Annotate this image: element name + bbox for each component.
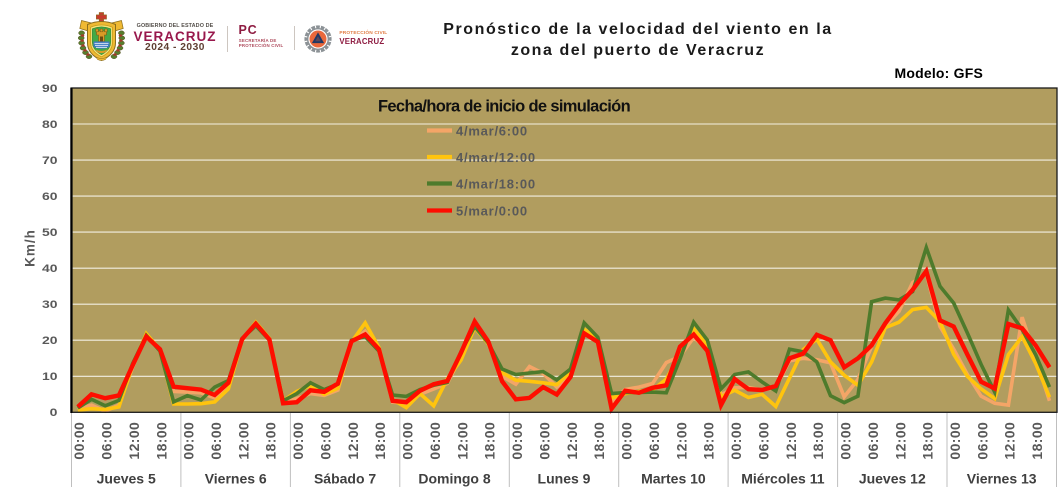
svg-text:00:00: 00:00 [509,422,525,460]
svg-text:18:00: 18:00 [920,422,936,460]
svg-text:4/mar/12:00: 4/mar/12:00 [456,150,536,165]
svg-text:12:00: 12:00 [783,422,799,460]
svg-text:06:00: 06:00 [427,422,443,460]
svg-text:06:00: 06:00 [755,422,771,460]
svg-text:60: 60 [42,191,58,203]
svg-text:12:00: 12:00 [345,422,361,460]
svg-text:18:00: 18:00 [372,422,388,460]
svg-text:12:00: 12:00 [673,422,689,460]
svg-text:Martes 10: Martes 10 [641,471,706,487]
svg-text:90: 90 [42,83,58,95]
svg-text:Km/h: Km/h [22,229,37,267]
svg-text:06:00: 06:00 [865,422,881,460]
svg-text:Viernes 13: Viernes 13 [967,471,1037,487]
svg-text:06:00: 06:00 [974,422,990,460]
svg-text:4/mar/6:00: 4/mar/6:00 [456,123,528,138]
svg-text:00:00: 00:00 [400,422,416,460]
svg-text:06:00: 06:00 [208,422,224,460]
svg-text:00:00: 00:00 [838,422,854,460]
svg-text:Sábado 7: Sábado 7 [314,471,376,487]
svg-text:70: 70 [42,155,58,167]
svg-text:80: 80 [42,119,58,131]
svg-text:18:00: 18:00 [153,422,169,460]
svg-text:00:00: 00:00 [181,422,197,460]
svg-text:12:00: 12:00 [1002,422,1018,460]
svg-text:18:00: 18:00 [263,422,279,460]
svg-text:18:00: 18:00 [701,422,717,460]
svg-text:12:00: 12:00 [454,422,470,460]
svg-text:00:00: 00:00 [728,422,744,460]
svg-text:40: 40 [42,263,58,275]
svg-text:18:00: 18:00 [482,422,498,460]
svg-text:06:00: 06:00 [646,422,662,460]
svg-text:Miércoles 11: Miércoles 11 [741,471,824,487]
svg-text:20: 20 [42,335,58,347]
svg-text:Fecha/hora de inicio de simula: Fecha/hora de inicio de simulación [378,98,631,116]
svg-text:Jueves 5: Jueves 5 [97,471,156,487]
svg-text:4/mar/18:00: 4/mar/18:00 [456,176,536,191]
svg-text:18:00: 18:00 [1029,422,1045,460]
svg-text:5/mar/0:00: 5/mar/0:00 [456,203,528,218]
svg-text:12:00: 12:00 [564,422,580,460]
svg-text:Domingo 8: Domingo 8 [418,471,491,487]
svg-text:10: 10 [42,371,58,383]
svg-text:18:00: 18:00 [591,422,607,460]
svg-text:12:00: 12:00 [126,422,142,460]
svg-text:18:00: 18:00 [810,422,826,460]
svg-text:00:00: 00:00 [619,422,635,460]
svg-text:Viernes 6: Viernes 6 [205,471,267,487]
svg-text:30: 30 [42,299,58,311]
svg-text:06:00: 06:00 [318,422,334,460]
svg-text:00:00: 00:00 [71,422,87,460]
svg-text:12:00: 12:00 [235,422,251,460]
svg-text:00:00: 00:00 [947,422,963,460]
svg-text:Jueves 12: Jueves 12 [859,471,926,487]
svg-text:12:00: 12:00 [892,422,908,460]
svg-text:00:00: 00:00 [290,422,306,460]
svg-text:50: 50 [42,227,58,239]
svg-text:06:00: 06:00 [536,422,552,460]
svg-text:Lunes 9: Lunes 9 [538,471,591,487]
svg-text:06:00: 06:00 [99,422,115,460]
svg-text:0: 0 [50,407,58,419]
